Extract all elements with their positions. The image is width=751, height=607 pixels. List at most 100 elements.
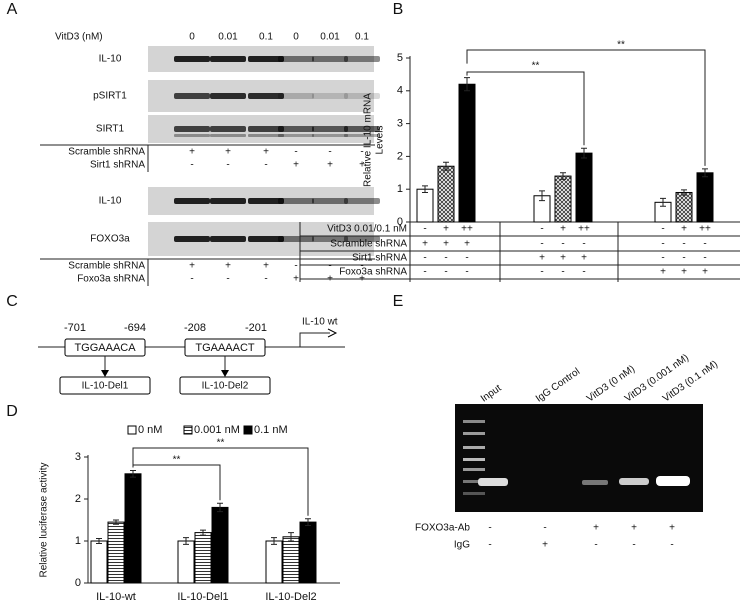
gel-row-sign: - [488,540,491,551]
blot-band [278,134,314,137]
condition-label: Sirt1 shRNA [352,253,407,264]
condition-sign: + [681,267,687,278]
position-label: -208 [184,322,206,334]
error-bar [305,518,311,526]
row-sign: - [264,274,267,285]
row-label: Foxo3a shRNA [77,274,145,285]
condition-sign: ++ [461,224,473,235]
y-tick-label: 3 [397,118,403,130]
legend-swatch [243,425,253,435]
y-tick-label: 3 [75,451,81,463]
row-sign: + [225,261,231,272]
dose-label: 0 [293,32,299,43]
condition-sign: - [661,253,664,264]
significance-label: ** [617,40,625,51]
significance-label: ** [532,61,540,72]
condition-sign: - [444,253,447,264]
condition-sign: + [702,267,708,278]
significance-bracket [133,464,221,501]
row-sign: - [360,147,363,158]
significance-label: ** [217,438,225,449]
condition-sign: - [540,224,543,235]
blot-band [210,56,246,62]
row-sign: + [327,160,333,171]
blot-band [344,198,380,204]
blot-band [248,93,284,99]
error-bar [660,197,666,207]
blot-band [344,134,380,137]
bar [265,540,283,584]
row-label: Scramble shRNA [68,147,145,158]
condition-sign: - [582,267,585,278]
y-tick-label: 4 [397,85,403,97]
condition-sign: + [581,253,587,264]
dose-label: 0.1 [355,32,369,43]
blot-band [210,93,246,99]
condition-sign: - [661,239,664,250]
bar [177,540,195,584]
row-sign: + [189,261,195,272]
blot-band [344,93,380,99]
condition-sign: - [661,224,664,235]
error-bar [464,77,470,92]
significance-label: ** [173,455,181,466]
blot-band [278,93,314,99]
gel-row-label: IgG [454,540,470,551]
error-bar [443,161,449,171]
row-sign: - [226,274,229,285]
band-label: pSIRT1 [93,91,127,102]
condition-sign: - [540,267,543,278]
blot-band [210,134,246,137]
gel-row-label: FOXO3a-Ab [415,523,470,534]
error-bar [702,168,708,178]
gel-row-sign: + [593,523,599,534]
condition-sign: - [561,267,564,278]
blot-band [248,236,284,242]
site-label: TGAAAACT [195,342,255,354]
blot-band [174,93,210,99]
condition-sign: + [681,224,687,235]
mutant-box [179,376,271,395]
y-axis-label: Levels [375,126,386,155]
condition-label: Foxo3a shRNA [339,267,407,278]
blot-band [344,56,380,62]
position-label: -701 [64,322,86,334]
blot-band [248,56,284,62]
error-bar [217,502,223,513]
blot-band [312,93,348,99]
condition-sign: + [539,253,545,264]
condition-sign: + [660,267,666,278]
row-sign: - [264,160,267,171]
blot-band [344,236,380,242]
row-sign: - [294,147,297,158]
blot-band [174,236,210,242]
y-tick-label: 1 [75,535,81,547]
y-axis-label: Relative IL-10 mRNA [363,93,374,187]
bar [696,172,714,223]
bar [554,175,572,223]
gel-row-sign: + [669,523,675,534]
error-bar [581,147,587,159]
bar [675,191,693,223]
bar [575,152,593,223]
treatment-label: VitD3 (nM) [55,32,103,43]
legend-label: 0.1 nM [254,424,288,436]
position-label: -201 [245,322,267,334]
blot-band [312,126,348,132]
y-tick-label: 5 [397,52,403,64]
bar [90,540,108,584]
row-sign: + [359,160,365,171]
row-sign: + [293,274,299,285]
panel-label: C [6,293,18,310]
panel-label: E [393,293,404,310]
blot-band [174,56,210,62]
condition-sign: - [465,267,468,278]
error-bar [183,537,189,545]
band-label: IL-10 [99,54,122,65]
band-label: IL-10 [99,196,122,207]
row-sign: + [263,147,269,158]
gel-row-sign: - [543,523,546,534]
row-sign: + [263,261,269,272]
blot-band [174,198,210,204]
